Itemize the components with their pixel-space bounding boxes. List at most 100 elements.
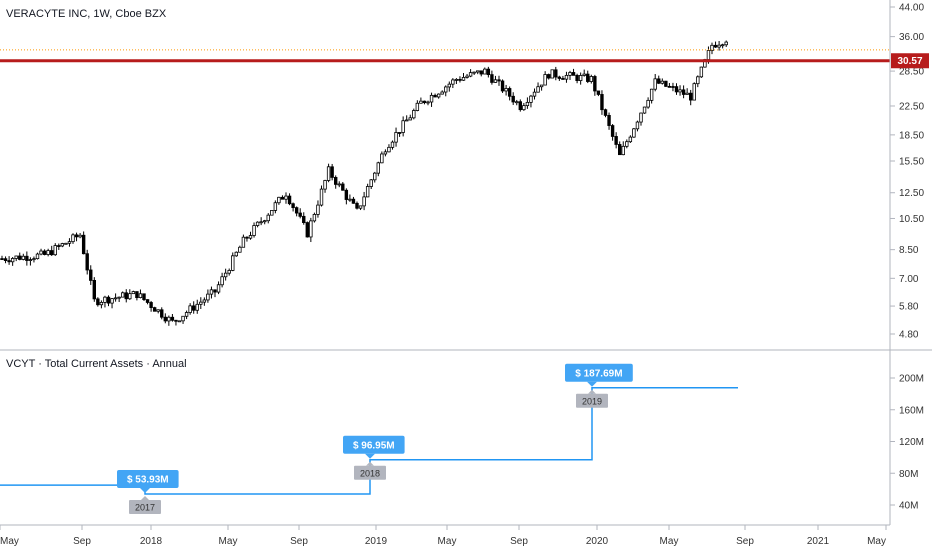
candle-body [465, 75, 469, 78]
candle-body [497, 79, 501, 82]
candle-body [561, 78, 565, 80]
price-tick-label: 18.50 [899, 130, 924, 141]
assets-tick-label: 80M [899, 469, 918, 480]
candle-body [234, 251, 238, 257]
candle-body [515, 101, 519, 104]
candle-body [429, 94, 434, 103]
candle-body [312, 214, 317, 222]
candle-body [60, 243, 65, 247]
candle-body [46, 250, 50, 255]
candle-body [433, 94, 437, 98]
candle-body [408, 117, 412, 121]
assets-value-label[interactable]: $ 53.93M [117, 469, 179, 493]
candle-body [397, 132, 402, 134]
candle-body [632, 128, 636, 138]
candle-body [440, 91, 444, 95]
assets-value-label[interactable]: $ 187.69M [565, 363, 633, 387]
candle-body [188, 305, 192, 313]
price-tick-label: 44.00 [899, 3, 924, 14]
candle-body [209, 289, 214, 295]
candle-body [305, 222, 309, 238]
candle-body [578, 75, 583, 82]
candle-body [53, 245, 57, 256]
candle-body [302, 215, 306, 223]
time-tick-label: Sep [290, 536, 308, 547]
fundamentals-title: VCYT · Total Current Assets · Annual [6, 358, 187, 370]
candle-body [184, 312, 189, 317]
candle-body [78, 234, 82, 238]
candle-body [110, 298, 114, 304]
candle-body [121, 292, 125, 298]
year-label[interactable]: 2018 [354, 461, 386, 480]
candle-body [518, 101, 522, 111]
candle-body [142, 293, 146, 300]
candle-body [436, 93, 441, 98]
candle-body [362, 196, 366, 207]
candle-body [213, 289, 217, 293]
candle-body [646, 99, 650, 108]
candles [0, 40, 728, 326]
time-tick-label: 2019 [365, 536, 388, 547]
candle-body [472, 71, 476, 74]
candle-body [28, 259, 33, 261]
time-tick-label: May [438, 536, 457, 547]
year-label[interactable]: 2019 [576, 389, 608, 408]
candle-body [717, 44, 721, 48]
price-line-label: 30.57 [891, 53, 929, 69]
candle-body [10, 258, 15, 263]
candle-body [284, 195, 288, 200]
candle-body [635, 121, 640, 130]
candle-body [614, 136, 618, 145]
time-axis[interactable]: May Sep 2018 May Sep 2019 May Sep 2020 May Sep 2021… [0, 525, 887, 547]
candle-body [64, 242, 68, 245]
candle-body [181, 315, 185, 322]
candle-body [42, 250, 47, 255]
candle-body [522, 105, 526, 111]
assets-value-label[interactable]: $ 96.95M [343, 435, 405, 459]
candle-body [128, 293, 132, 300]
candle-body [174, 319, 178, 322]
candle-body [241, 236, 246, 248]
candle-body [96, 298, 100, 306]
price-axis[interactable]: 44.00 36.00 28.50 22.50 18.50 15.50 12.50 10.50… [890, 3, 924, 341]
candle-body [294, 207, 299, 214]
time-tick-label: Sep [736, 536, 754, 547]
candle-body [696, 76, 700, 85]
candle-body [248, 235, 253, 239]
candle-body [653, 78, 657, 90]
candle-body [461, 77, 466, 81]
candle-body [124, 292, 128, 300]
fundamentals-axis[interactable]: 200M 160M 120M 80M 40M [890, 374, 924, 512]
candle-body [369, 179, 373, 187]
candle-body [547, 74, 551, 79]
candle-body [444, 86, 448, 93]
candle-body [724, 41, 728, 46]
candle-body [554, 69, 558, 78]
candle-body [71, 234, 75, 243]
time-tick-label: Sep [510, 536, 528, 547]
year-label[interactable]: 2017 [129, 495, 161, 514]
candle-body [525, 101, 530, 107]
candle-body [316, 204, 320, 215]
candle-body [50, 250, 54, 256]
candle-body [355, 202, 359, 209]
candle-body [618, 144, 622, 156]
candle-body [191, 305, 196, 311]
candle-body [373, 172, 377, 181]
candle-body [298, 212, 302, 217]
candle-body [490, 74, 494, 83]
time-tick-label: Sep [73, 536, 91, 547]
candle-body [536, 86, 540, 93]
candle-body [21, 255, 25, 260]
fundamental-labels: $ 53.93M 2017 $ 96.95M 2018 $ 187.69M 2019 [117, 363, 633, 514]
candle-body [348, 198, 352, 201]
candle-body [39, 250, 43, 255]
candle-body [266, 214, 270, 222]
candle-body [639, 112, 643, 123]
candle-body [245, 236, 249, 239]
candle-body [117, 296, 121, 299]
candle-body [138, 293, 143, 299]
candle-body [564, 74, 569, 80]
candle-body [600, 94, 604, 111]
candle-body [511, 95, 515, 103]
